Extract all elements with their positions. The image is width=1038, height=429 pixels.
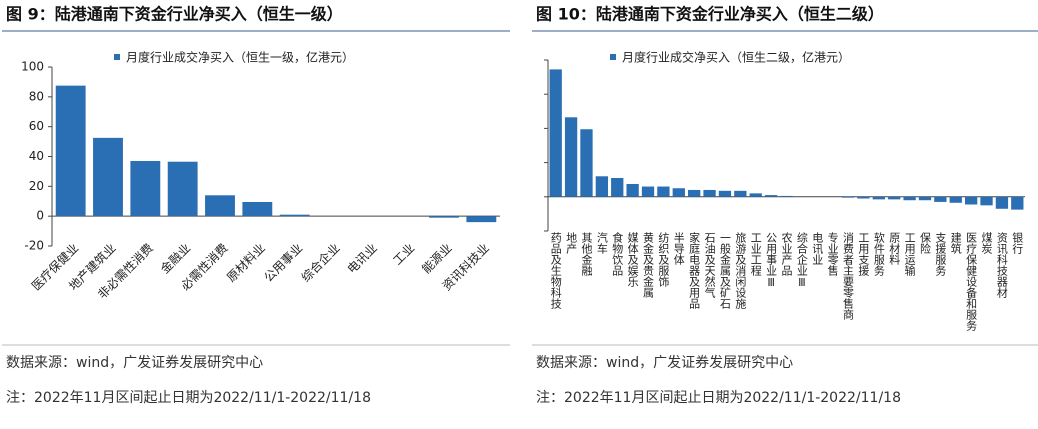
bar — [242, 201, 273, 217]
bar — [872, 196, 885, 200]
bar — [657, 186, 670, 197]
x-tick-label: 食物饮品 — [611, 231, 624, 276]
bar — [903, 196, 916, 201]
bar — [429, 216, 459, 218]
source: 数据来源：wind，广发证券发展研究中心 — [6, 355, 263, 371]
y-tick-label: 0 — [36, 209, 44, 223]
bar — [964, 196, 978, 205]
x-tick-label: 旅游及消闲设施 — [734, 231, 747, 310]
bar — [466, 216, 497, 223]
bar — [611, 177, 624, 197]
bar — [749, 193, 762, 197]
y-tick-label: 80 — [29, 89, 44, 103]
legend-label: 月度行业成交净买入（恒生二级，亿港元） — [622, 50, 850, 65]
source: 数据来源：wind，广发证券发展研究中心 — [536, 355, 793, 371]
x-tick-label: 消费者主要零售商 — [842, 231, 855, 321]
bar — [718, 190, 732, 197]
x-tick-label: 综合企业Ⅲ — [795, 231, 808, 289]
bar — [949, 196, 962, 203]
x-tick-label: 工用支援 — [857, 232, 870, 277]
bar — [672, 188, 685, 197]
bar — [703, 189, 716, 197]
bar — [595, 176, 609, 197]
x-tick-label: 银行 — [1011, 231, 1024, 255]
x-tick-label: 工业 — [390, 241, 417, 268]
x-tick-label: 能源业 — [419, 241, 454, 276]
bar — [55, 85, 86, 217]
y-tick-label: 40 — [29, 149, 44, 163]
bar — [279, 214, 310, 217]
bar — [888, 196, 901, 200]
x-tick-label: 家庭电器及用品 — [688, 231, 701, 309]
chart-title: 图 10：陆港通南下资金行业净买入（恒生二级） — [536, 5, 884, 24]
x-tick-label: 工用运输 — [903, 232, 916, 277]
x-tick-label: 其他金融 — [580, 232, 593, 277]
x-tick-label: 半导体 — [672, 231, 685, 265]
x-tick-label: 原材料业 — [224, 241, 268, 285]
x-tick-label: 工业工程 — [749, 232, 762, 277]
x-tick-label: 建筑 — [949, 231, 962, 254]
x-tick-label: 综合企业 — [298, 240, 343, 285]
x-tick-label: 专业零售 — [826, 231, 839, 277]
x-tick-label: 地产 — [565, 232, 578, 255]
bar — [130, 160, 161, 217]
x-tick-label: 保险 — [918, 231, 931, 255]
x-tick-label: 药品及生物科技 — [549, 232, 562, 310]
bar — [841, 196, 855, 198]
bar — [780, 195, 793, 197]
legend-label: 月度行业成交净买入（恒生一级，亿港元） — [126, 50, 354, 65]
bar — [980, 196, 993, 206]
bar — [918, 196, 932, 201]
bar — [580, 129, 593, 197]
bar — [934, 196, 947, 202]
x-tick-label: 原材料 — [888, 232, 901, 266]
x-tick-label: 农业产品 — [780, 231, 793, 276]
note: 注：2022年11月区间起止日期为2022/11/1-2022/11/18 — [536, 390, 901, 406]
x-tick-label: 电讯业 — [345, 241, 380, 276]
x-tick-label: 软件服务 — [872, 231, 885, 276]
x-tick-label: 黄金及贵金属 — [642, 231, 655, 299]
x-tick-label: 石油及天然气 — [703, 232, 716, 298]
x-tick-label: 电讯业 — [811, 232, 824, 265]
y-tick-label: 20 — [29, 179, 44, 193]
bar — [167, 161, 198, 217]
x-tick-label: 汽车 — [595, 231, 608, 255]
x-tick-label: 媒体及娱乐 — [626, 232, 639, 287]
y-tick-label: -20 — [24, 239, 44, 253]
bar — [1011, 196, 1024, 210]
bar — [734, 190, 747, 197]
note: 注：2022年11月区间起止日期为2022/11/1-2022/11/18 — [6, 390, 371, 406]
bar — [93, 137, 123, 217]
x-tick-label: 资讯科技器材 — [995, 232, 1008, 298]
bar — [641, 186, 655, 197]
x-tick-label: 公用事业 — [261, 241, 305, 285]
y-tick-label: 100 — [21, 60, 44, 74]
legend-swatch — [114, 54, 120, 60]
bar — [205, 195, 235, 217]
y-tick-label: 60 — [29, 119, 44, 133]
x-tick-label: 一般金属及矿石 — [718, 232, 731, 309]
bar — [764, 195, 778, 197]
x-tick-label: 公用事业Ⅲ — [765, 232, 778, 289]
bar — [995, 196, 1009, 209]
x-tick-label: 纺织及服饰 — [657, 231, 670, 287]
x-tick-label: 医疗保健设备和服务 — [965, 232, 978, 331]
x-tick-label: 支援服务 — [934, 232, 947, 276]
bar — [564, 117, 578, 197]
x-tick-label: 金融业 — [157, 240, 193, 276]
x-tick-label: 煤炭 — [980, 232, 993, 255]
bar — [549, 69, 562, 197]
chart-title: 图 9：陆港通南下资金行业净买入（恒生一级） — [6, 5, 343, 24]
bar — [626, 183, 639, 197]
legend-swatch — [610, 54, 616, 60]
bar — [688, 189, 701, 197]
bar — [857, 196, 870, 199]
